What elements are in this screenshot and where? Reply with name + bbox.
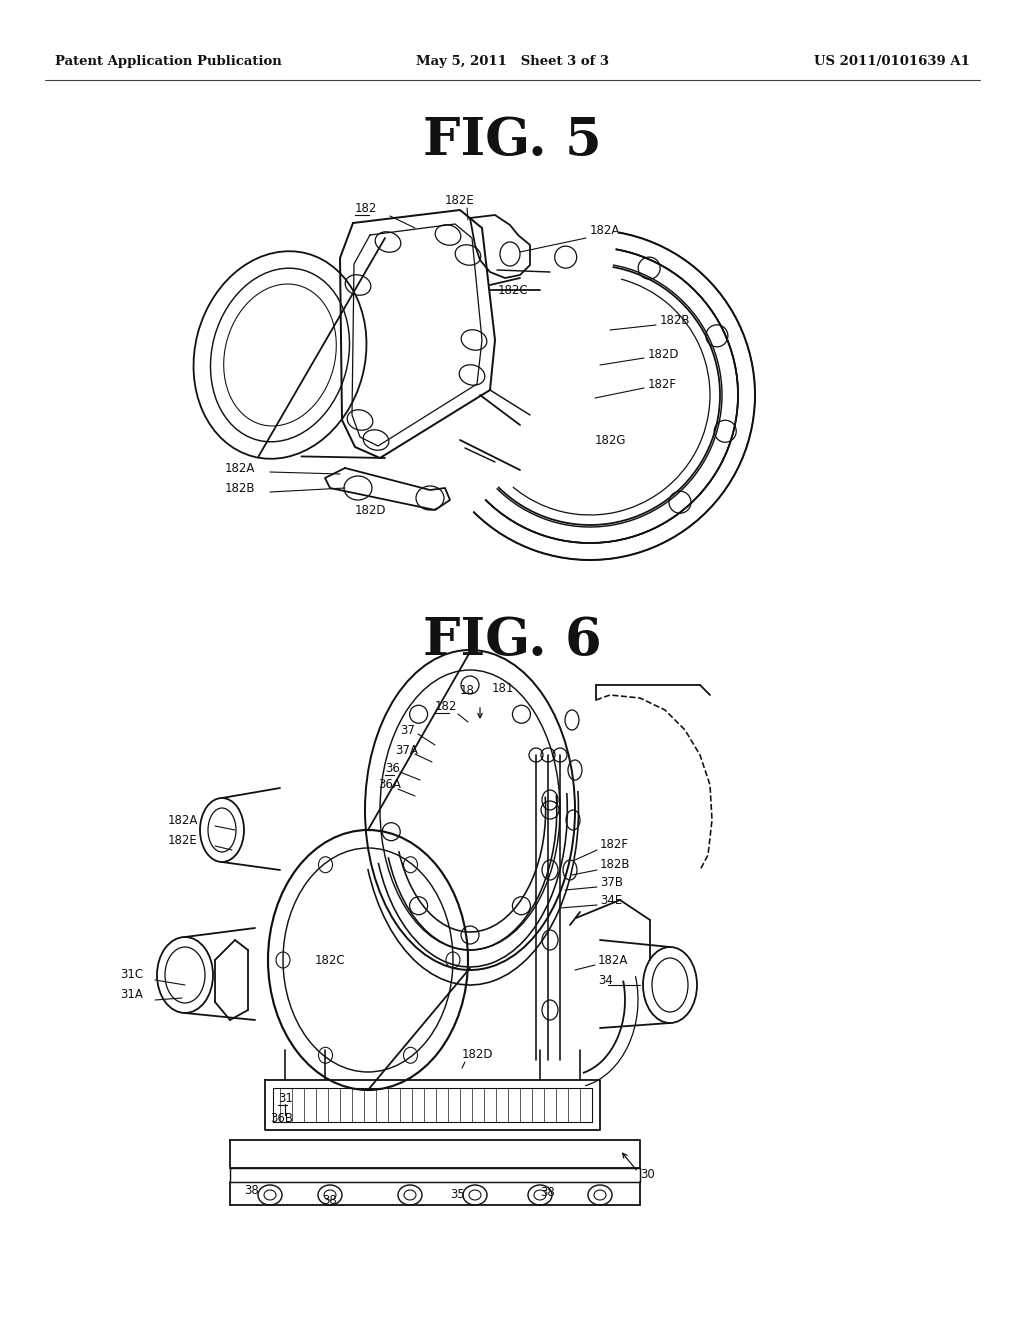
Text: 36B: 36B [270, 1111, 293, 1125]
Text: 182G: 182G [595, 433, 627, 446]
Text: 182B: 182B [600, 858, 631, 871]
Text: 38: 38 [245, 1184, 259, 1196]
Text: 181: 181 [492, 681, 514, 694]
Text: 182B: 182B [225, 482, 256, 495]
Text: 34: 34 [598, 974, 613, 986]
Text: 36A: 36A [378, 779, 400, 792]
Text: 31C: 31C [120, 969, 143, 982]
Text: US 2011/0101639 A1: US 2011/0101639 A1 [814, 55, 970, 69]
Text: 30: 30 [640, 1168, 654, 1181]
Text: FIG. 5: FIG. 5 [423, 115, 601, 165]
Text: 182D: 182D [462, 1048, 494, 1061]
Text: 37B: 37B [600, 875, 623, 888]
Text: 182D: 182D [648, 348, 680, 362]
Text: 182A: 182A [225, 462, 255, 474]
Text: Patent Application Publication: Patent Application Publication [55, 55, 282, 69]
Text: 182C: 182C [498, 284, 528, 297]
Text: 182: 182 [355, 202, 378, 214]
Text: 182F: 182F [648, 379, 677, 392]
Text: 38: 38 [323, 1193, 337, 1206]
Text: 36: 36 [385, 762, 400, 775]
Text: 182F: 182F [600, 838, 629, 851]
Text: 35: 35 [451, 1188, 465, 1201]
Text: 38: 38 [541, 1185, 555, 1199]
Text: 182E: 182E [168, 833, 198, 846]
Text: May 5, 2011   Sheet 3 of 3: May 5, 2011 Sheet 3 of 3 [416, 55, 608, 69]
Text: 182A: 182A [168, 813, 199, 826]
Text: 182: 182 [435, 700, 458, 713]
Text: 18: 18 [460, 684, 475, 697]
Text: 37: 37 [400, 723, 415, 737]
Text: 182A: 182A [590, 223, 621, 236]
Text: 34E: 34E [600, 894, 623, 907]
Text: 31: 31 [278, 1092, 293, 1105]
Text: 182C: 182C [314, 953, 345, 966]
Text: FIG. 6: FIG. 6 [423, 615, 601, 665]
Text: 182B: 182B [660, 314, 690, 326]
Text: 182A: 182A [598, 953, 629, 966]
Text: 37A: 37A [395, 743, 418, 756]
Text: 182D: 182D [355, 503, 386, 516]
Text: 31A: 31A [120, 989, 143, 1002]
Text: 182E: 182E [445, 194, 475, 206]
